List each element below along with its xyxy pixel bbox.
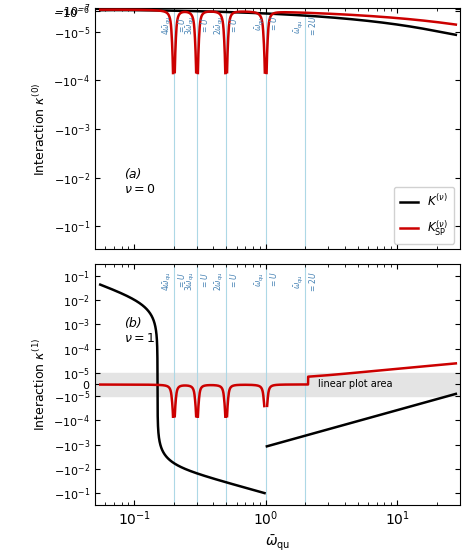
Legend: $K^{(\nu)}$, $K^{(\nu)}_{\mathrm{SP}}$: $K^{(\nu)}$, $K^{(\nu)}_{\mathrm{SP}}$ <box>394 187 454 243</box>
Y-axis label: Interaction $\kappa^{(0)}$: Interaction $\kappa^{(0)}$ <box>32 82 48 176</box>
Text: (a)
$\nu = 0$: (a) $\nu = 0$ <box>124 169 155 196</box>
Text: $\bar{\omega}_{\mathrm{qu}}$
$= U$: $\bar{\omega}_{\mathrm{qu}}$ $= U$ <box>253 16 279 32</box>
Bar <box>95 373 460 396</box>
Text: $\bar{\omega}_{\mathrm{qu}}$
$= U$: $\bar{\omega}_{\mathrm{qu}}$ $= U$ <box>253 271 279 288</box>
Text: $\bar{\omega}_{\mathrm{qu}}$
$= 2U$: $\bar{\omega}_{\mathrm{qu}}$ $= 2U$ <box>292 16 318 37</box>
Text: linear plot area: linear plot area <box>318 379 392 389</box>
Text: $4\bar{\omega}_{\mathrm{qu}}$
$= U$: $4\bar{\omega}_{\mathrm{qu}}$ $= U$ <box>161 271 187 291</box>
Text: $3\bar{\omega}_{\mathrm{qu}}$
$= U$: $3\bar{\omega}_{\mathrm{qu}}$ $= U$ <box>184 271 210 291</box>
X-axis label: $\bar{\omega}_{\mathrm{qu}}$: $\bar{\omega}_{\mathrm{qu}}$ <box>264 534 290 553</box>
Text: $2\bar{\omega}_{\mathrm{qu}}$
$= U$: $2\bar{\omega}_{\mathrm{qu}}$ $= U$ <box>213 16 239 35</box>
Y-axis label: Interaction $\kappa^{(1)}$: Interaction $\kappa^{(1)}$ <box>32 338 48 431</box>
Text: (b)
$\nu = 1$: (b) $\nu = 1$ <box>124 317 155 345</box>
Text: $\bar{\omega}_{\mathrm{qu}}$
$= 2U$: $\bar{\omega}_{\mathrm{qu}}$ $= 2U$ <box>292 271 318 293</box>
Text: $2\bar{\omega}_{\mathrm{qu}}$
$= U$: $2\bar{\omega}_{\mathrm{qu}}$ $= U$ <box>213 271 239 291</box>
Text: $3\bar{\omega}_{\mathrm{qu}}$
$= U$: $3\bar{\omega}_{\mathrm{qu}}$ $= U$ <box>184 16 210 35</box>
Text: $4\bar{\omega}_{\mathrm{qu}}$
$= U$: $4\bar{\omega}_{\mathrm{qu}}$ $= U$ <box>161 16 187 35</box>
